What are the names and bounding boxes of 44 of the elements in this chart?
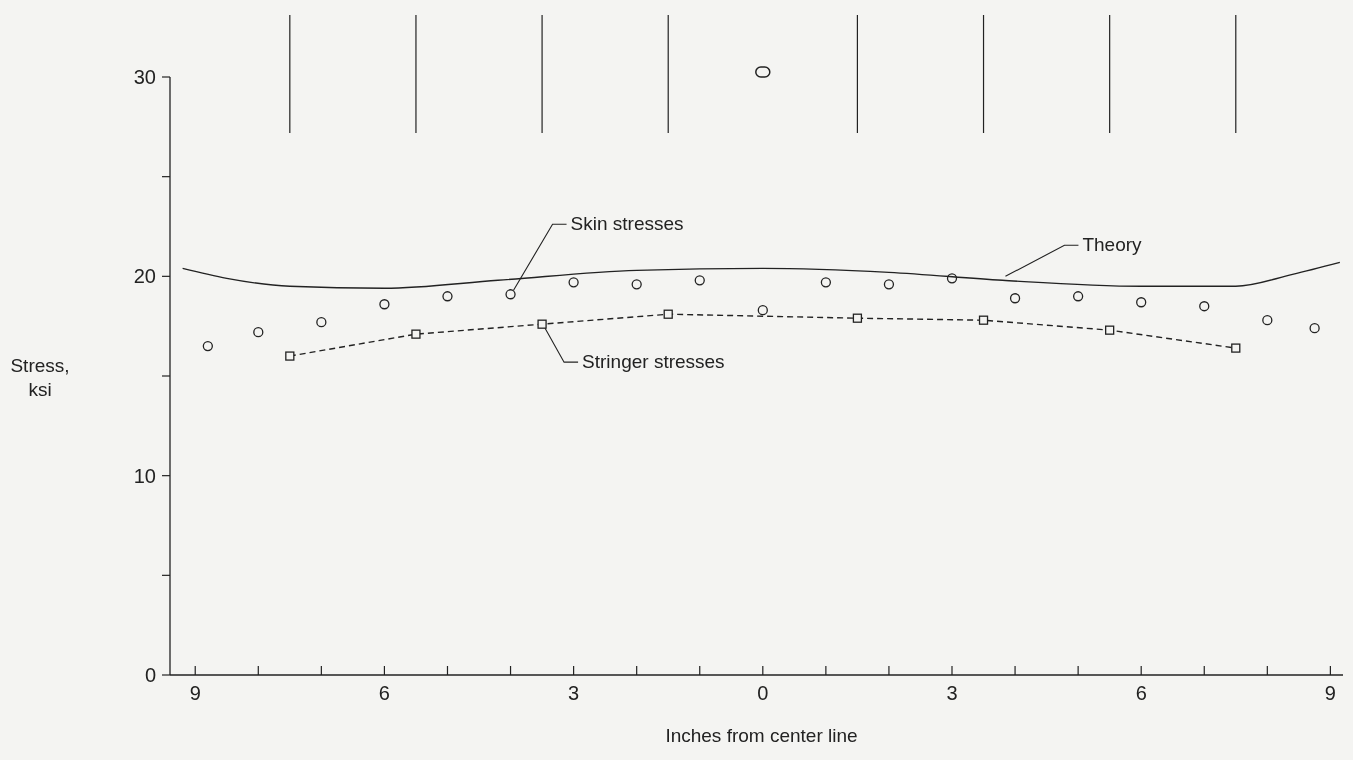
- point: [694, 275, 705, 286]
- x-tick-label: 9: [189, 682, 201, 704]
- point: [1009, 293, 1021, 304]
- y-tick-label: 10: [133, 464, 156, 487]
- point: [442, 291, 453, 302]
- annotation: Skin stresses: [570, 213, 684, 235]
- point: [1072, 291, 1084, 302]
- point: [663, 309, 673, 319]
- point: [411, 329, 421, 339]
- y-tick-label: 20: [133, 265, 156, 288]
- point: [1105, 325, 1115, 335]
- x-tick-label: 0: [757, 682, 769, 704]
- annotation: Theory: [1082, 234, 1143, 256]
- point: [1231, 343, 1241, 353]
- x-tick-label: 3: [568, 682, 580, 704]
- point: [537, 319, 547, 329]
- point: [883, 279, 895, 290]
- point: [285, 351, 295, 361]
- x-tick-label: 6: [1135, 682, 1147, 704]
- point: [568, 277, 579, 288]
- point: [1309, 323, 1320, 334]
- x-tick-label: 3: [946, 682, 958, 704]
- y-tick-label: 0: [144, 664, 156, 686]
- x-tick-label: 9: [1324, 682, 1336, 704]
- point: [757, 305, 768, 316]
- point: [631, 279, 642, 290]
- point: [202, 340, 213, 352]
- point: [1199, 301, 1210, 312]
- point: [978, 315, 989, 325]
- y-axis-title: Stress, ksi: [10, 355, 70, 400]
- point: [946, 273, 958, 284]
- annotation: Stringer stresses: [582, 351, 725, 373]
- point: [852, 313, 863, 323]
- point: [820, 277, 832, 288]
- point: [505, 289, 516, 300]
- line-series: [181, 261, 1341, 289]
- x-axis-title: Inches from center line: [665, 725, 858, 746]
- x-tick-label: 6: [378, 682, 390, 704]
- y-tick-label: 30: [133, 66, 156, 88]
- point: [379, 299, 390, 310]
- point: [253, 327, 264, 338]
- point: [316, 317, 327, 328]
- point: [1136, 297, 1147, 308]
- point: [1262, 315, 1273, 326]
